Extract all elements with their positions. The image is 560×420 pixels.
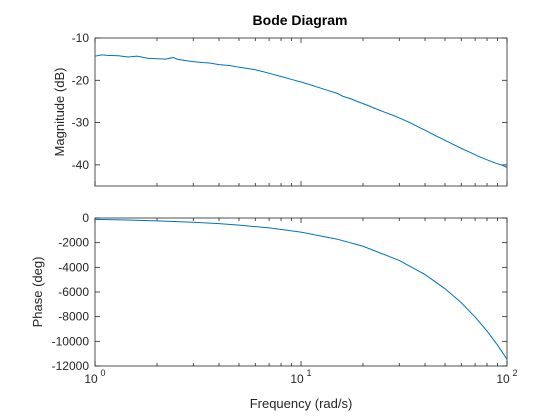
phase-y-axis-label: Phase (deg) [30, 257, 45, 328]
y-tick-label: -12000 [52, 359, 90, 373]
chart-title: Bode Diagram [253, 12, 348, 28]
y-tick-label: -40 [72, 158, 90, 172]
phase-y-tick-labels: 0 -2000 -4000 -6000 -8000 -10000 -12000 [52, 211, 90, 373]
y-tick-label: -6000 [58, 285, 89, 299]
y-tick-label: -2000 [58, 236, 89, 250]
y-tick-label: -30 [72, 116, 90, 130]
phase-series-line [94, 218, 508, 360]
x-tick-label-exponent: 0 [100, 368, 105, 378]
magnitude-axes-box [94, 37, 508, 187]
phase-ticks [94, 217, 508, 367]
x-axis-label: Frequency (rad/s) [250, 396, 353, 411]
magnitude-series-line [94, 54, 508, 168]
x-tick-label: 10 [290, 372, 304, 386]
y-tick-label: -10000 [52, 334, 90, 348]
x-tick-labels: 10 0 10 1 10 2 [84, 368, 517, 386]
magnitude-ticks [94, 37, 508, 186]
x-tick-label-exponent: 2 [512, 368, 517, 378]
y-tick-label: -20 [72, 73, 90, 87]
y-tick-label: -8000 [58, 310, 89, 324]
y-tick-label: -4000 [58, 260, 89, 274]
x-tick-label-exponent: 1 [306, 368, 311, 378]
x-tick-label: 10 [496, 372, 510, 386]
phase-axes-box [94, 217, 508, 367]
magnitude-y-tick-labels: -10 -20 -30 -40 [72, 31, 90, 172]
magnitude-y-axis-label: Magnitude (dB) [52, 68, 67, 157]
x-tick-label: 10 [84, 372, 98, 386]
y-tick-label: -10 [72, 31, 90, 45]
y-tick-label: 0 [82, 211, 89, 225]
